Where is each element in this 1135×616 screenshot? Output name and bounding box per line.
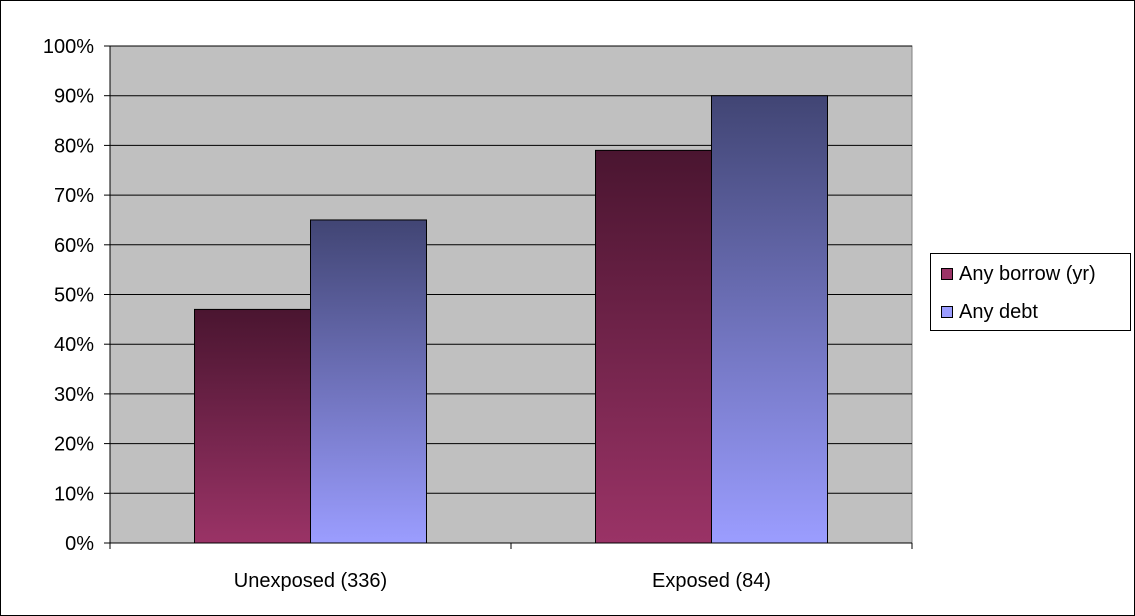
legend-swatch-any-debt — [941, 306, 953, 318]
y-tick-label: 20% — [54, 434, 94, 456]
y-tick-label: 10% — [54, 483, 94, 505]
legend-item-series-2: Any debt — [941, 300, 1038, 324]
x-tick-label: Unexposed (336) — [234, 570, 387, 592]
y-tick-label: 40% — [54, 334, 94, 356]
y-tick-label: 90% — [54, 86, 94, 108]
axes — [104, 45, 913, 549]
y-tick-label: 60% — [54, 235, 94, 257]
bar — [595, 149, 712, 544]
legend-swatch-any-borrow — [941, 268, 953, 280]
y-tick-label: 100% — [43, 36, 94, 58]
y-tick-label: 70% — [54, 185, 94, 207]
y-tick-label: 30% — [54, 384, 94, 406]
bar — [310, 219, 427, 544]
y-tick-label: 50% — [54, 285, 94, 307]
x-tick-labels: Unexposed (336) Exposed (84) — [234, 570, 771, 592]
x-tick-label: Exposed (84) — [652, 570, 771, 592]
y-tick-label: 0% — [65, 533, 94, 555]
y-tick-labels: 0% 10% 20% 30% 40% 50% 60% 70% 80% 90% 100% — [43, 36, 94, 555]
legend: Any borrow (yr) Any debt — [930, 253, 1131, 331]
y-tick-label: 80% — [54, 135, 94, 157]
legend-label-any-debt: Any debt — [959, 300, 1038, 323]
legend-label-any-borrow: Any borrow (yr) — [959, 262, 1096, 285]
bar — [194, 308, 311, 544]
bar — [711, 95, 828, 544]
legend-item-series-1: Any borrow (yr) — [941, 262, 1096, 286]
